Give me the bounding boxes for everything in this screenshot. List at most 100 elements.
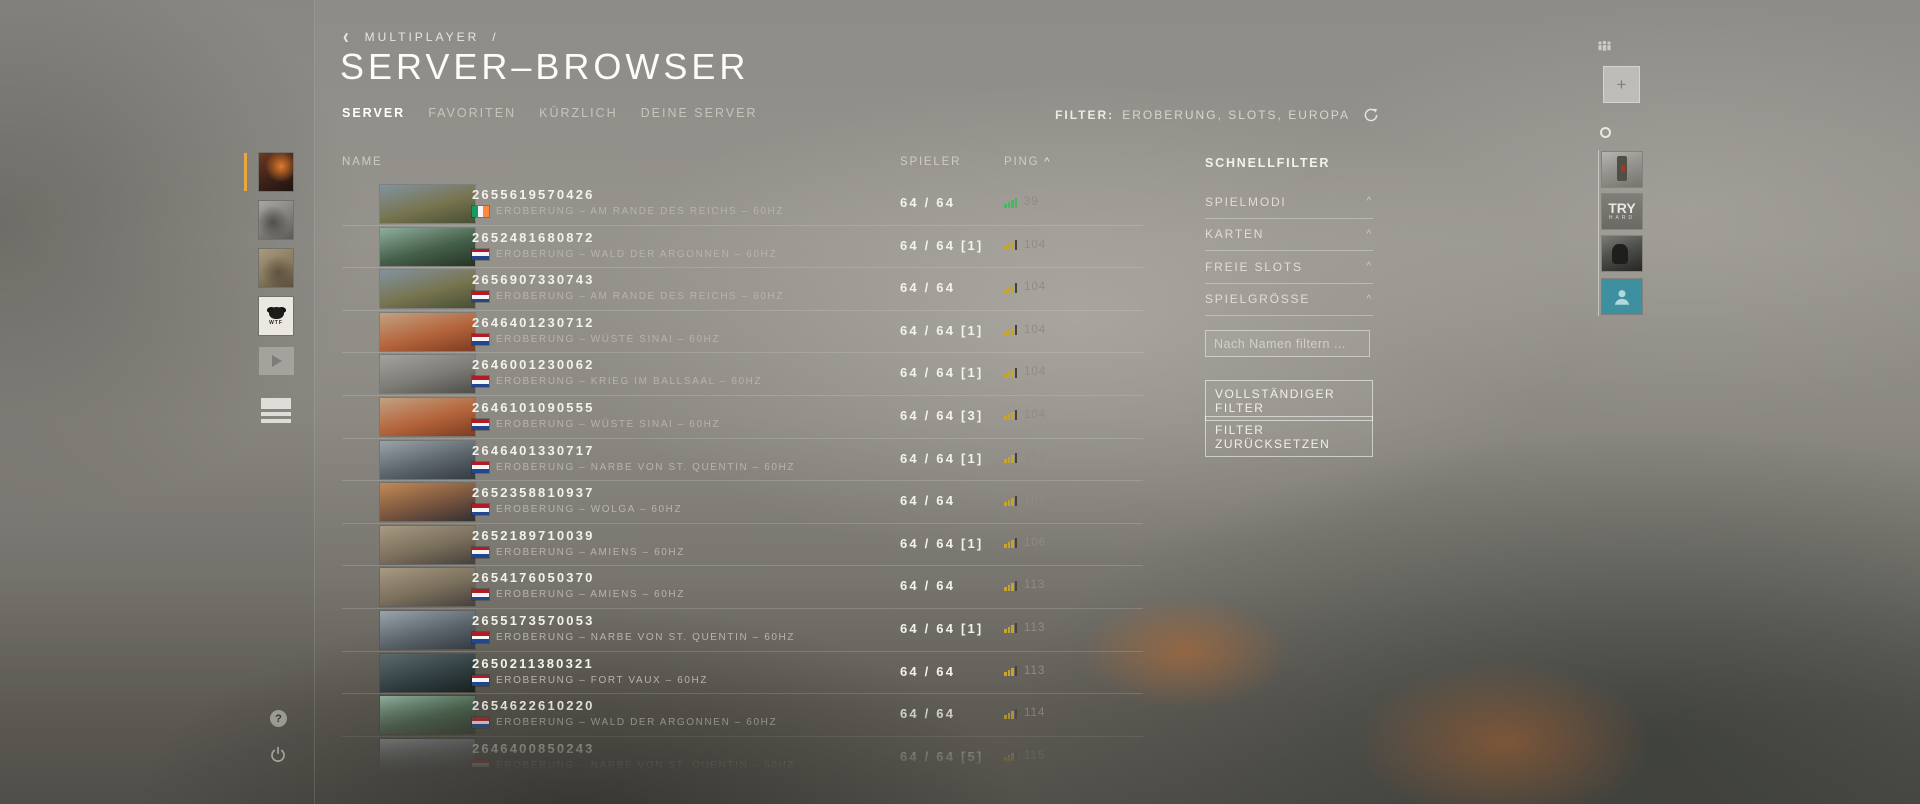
players-count: 64 / 64 [1] bbox=[900, 237, 984, 253]
back-chevron-icon[interactable]: ‹ bbox=[343, 24, 352, 49]
server-description: EROBERUNG – AM RANDE DES REICHS – 60HZ bbox=[496, 291, 785, 303]
server-description: EROBERUNG – NARBE VON ST. QUENTIN – 60HZ bbox=[496, 631, 796, 643]
quick-filter-panel: SCHNELLFILTER SPIELMODI ^ KARTEN ^ FREIE… bbox=[1205, 156, 1373, 457]
players-count: 64 / 64 [1] bbox=[900, 450, 984, 466]
server-description: EROBERUNG – WÜSTE SINAI – 60HZ bbox=[496, 418, 721, 430]
filter-section-karten[interactable]: KARTEN ^ bbox=[1205, 219, 1373, 251]
collapse-caret-icon: ^ bbox=[1366, 293, 1373, 305]
page-title: SERVER–BROWSER bbox=[340, 46, 750, 87]
filter-section-spielgroesse[interactable]: SPIELGRÖSSE ^ bbox=[1205, 284, 1373, 316]
map-thumbnail bbox=[380, 610, 475, 649]
squad-avatar-2[interactable] bbox=[259, 201, 293, 239]
ping-value: 113 bbox=[1024, 664, 1046, 677]
breadcrumb-label[interactable]: MULTIPLAYER bbox=[364, 30, 480, 44]
server-description: EROBERUNG – WÜSTE SINAI – 60HZ bbox=[496, 333, 721, 345]
server-description: EROBERUNG – NARBE VON ST. QUENTIN – 60HZ bbox=[496, 759, 796, 771]
ping-value: 113 bbox=[1024, 579, 1046, 592]
tab-deine-server[interactable]: DEINE SERVER bbox=[640, 106, 758, 120]
server-row[interactable]: 2646400850243 EROBERUNG – NARBE VON ST. … bbox=[342, 737, 1143, 780]
players-count: 64 / 64 [1] bbox=[900, 322, 984, 338]
server-id: 2655619570426 bbox=[472, 187, 595, 202]
sort-ascending-icon: ^ bbox=[1044, 156, 1052, 168]
map-thumbnail bbox=[380, 397, 475, 436]
server-description: EROBERUNG – AM RANDE DES REICHS – 60HZ bbox=[496, 206, 785, 217]
squad-avatar-1[interactable] bbox=[259, 153, 293, 191]
server-id: 2656907330743 bbox=[472, 272, 595, 288]
member-thumb-1[interactable] bbox=[1602, 152, 1642, 187]
tab-favoriten[interactable]: FAVORITEN bbox=[428, 106, 517, 120]
table-header: NAME SPIELER PING ^ bbox=[342, 156, 1143, 172]
server-row[interactable]: 2654176050370 EROBERUNG – AMIENS – 60HZ … bbox=[342, 566, 1143, 609]
server-id: 2652358810937 bbox=[472, 485, 595, 501]
ping-value: 114 bbox=[1024, 707, 1046, 720]
server-row[interactable]: 2654622610220 EROBERUNG – WALD DER ARGON… bbox=[342, 694, 1143, 737]
server-id: 2654176050370 bbox=[472, 570, 595, 586]
filter-summary[interactable]: FILTER: EROBERUNG, SLOTS, EUROPA bbox=[1055, 106, 1380, 124]
server-row[interactable]: 2655173570053 EROBERUNG – NARBE VON ST. … bbox=[342, 609, 1143, 652]
server-description: EROBERUNG – WALD DER ARGONNEN – 60HZ bbox=[496, 248, 778, 260]
ping-bars-icon bbox=[1004, 495, 1017, 506]
refresh-button[interactable] bbox=[1362, 106, 1380, 124]
tab-server[interactable]: SERVER bbox=[342, 106, 406, 120]
filter-value: EROBERUNG, SLOTS, EUROPA bbox=[1122, 108, 1350, 122]
column-header-ping[interactable]: PING ^ bbox=[1004, 156, 1052, 168]
active-squad-indicator bbox=[244, 153, 247, 191]
right-rail-divider bbox=[1598, 150, 1599, 316]
server-row[interactable]: 2656907330743 EROBERUNG – AM RANDE DES R… bbox=[342, 268, 1143, 311]
country-flag-icon bbox=[472, 333, 489, 345]
squad-avatar-3[interactable] bbox=[259, 249, 293, 287]
server-row[interactable]: 2652189710039 EROBERUNG – AMIENS – 60HZ … bbox=[342, 524, 1143, 567]
filter-section-spielmodi[interactable]: SPIELMODI ^ bbox=[1205, 186, 1373, 219]
ring-indicator bbox=[1600, 127, 1611, 138]
country-flag-icon bbox=[472, 589, 489, 601]
map-thumbnail bbox=[380, 185, 475, 223]
country-flag-icon bbox=[472, 461, 489, 473]
server-row[interactable]: 2652358810937 EROBERUNG – WOLGA – 60HZ 6… bbox=[342, 481, 1143, 524]
member-thumb-2[interactable]: TRY HARD bbox=[1602, 194, 1642, 229]
ping-bars-icon bbox=[1004, 750, 1017, 762]
tab-bar: SERVER FAVORITEN KÜRZLICH DEINE SERVER bbox=[342, 106, 757, 120]
server-queue-icon[interactable] bbox=[261, 398, 291, 423]
reset-filter-button[interactable]: FILTER ZURÜCKSETZEN bbox=[1205, 416, 1373, 457]
country-flag-icon bbox=[472, 248, 489, 260]
tab-kuerzlich[interactable]: KÜRZLICH bbox=[539, 106, 618, 120]
map-thumbnail bbox=[380, 227, 475, 266]
server-row[interactable]: 2650211380321 EROBERUNG – FORT VAUX – 60… bbox=[342, 652, 1143, 695]
server-row[interactable]: 2646401230712 EROBERUNG – WÜSTE SINAI – … bbox=[342, 311, 1143, 354]
power-button[interactable] bbox=[268, 745, 288, 765]
server-row[interactable]: 2655619570426 EROBERUNG – AM RANDE DES R… bbox=[342, 183, 1143, 226]
ping-value: 106 bbox=[1024, 536, 1047, 549]
ping-bars-icon bbox=[1004, 537, 1017, 549]
member-thumb-4[interactable] bbox=[1602, 279, 1642, 314]
server-row[interactable]: 2646101090555 EROBERUNG – WÜSTE SINAI – … bbox=[342, 396, 1143, 439]
play-button[interactable] bbox=[259, 347, 294, 375]
ping-bars-icon bbox=[1004, 324, 1017, 336]
play-icon bbox=[271, 355, 282, 367]
squad-avatar-4[interactable]: WTF bbox=[259, 297, 293, 335]
server-row[interactable]: 2646401330717 EROBERUNG – NARBE VON ST. … bbox=[342, 439, 1143, 482]
server-row[interactable]: 2646001230062 EROBERUNG – KRIEG IM BALLS… bbox=[342, 353, 1143, 396]
ping-value: 105 bbox=[1024, 494, 1047, 507]
column-header-name[interactable]: NAME bbox=[342, 156, 383, 168]
server-description: EROBERUNG – FORT VAUX – 60HZ bbox=[496, 674, 709, 686]
ping-value: 39 bbox=[1024, 196, 1039, 208]
players-count: 64 / 64 bbox=[900, 280, 956, 296]
server-id: 2654622610220 bbox=[472, 698, 595, 714]
country-flag-icon bbox=[472, 546, 489, 558]
full-filter-button[interactable]: VOLLSTÄNDIGER FILTER bbox=[1205, 380, 1373, 421]
member-thumb-3[interactable] bbox=[1602, 236, 1642, 271]
server-row[interactable]: 2652481680872 EROBERUNG – WALD DER ARGON… bbox=[342, 226, 1143, 269]
person-icon bbox=[1614, 289, 1630, 305]
players-count: 64 / 64 [1] bbox=[900, 365, 984, 381]
ping-value: 104 bbox=[1024, 408, 1047, 421]
column-header-players[interactable]: SPIELER bbox=[900, 156, 962, 168]
server-id: 2652189710039 bbox=[472, 527, 595, 543]
member-emblem-text: TRY bbox=[1608, 200, 1636, 216]
add-member-button[interactable]: + bbox=[1603, 66, 1640, 103]
players-count: 64 / 64 [1] bbox=[900, 535, 984, 551]
ping-bars-icon bbox=[1004, 282, 1017, 293]
help-button[interactable]: ? bbox=[270, 710, 287, 727]
filter-section-freie-slots[interactable]: FREIE SLOTS ^ bbox=[1205, 251, 1373, 284]
server-id: 2646401230712 bbox=[472, 314, 595, 330]
name-filter-input[interactable] bbox=[1205, 330, 1370, 357]
